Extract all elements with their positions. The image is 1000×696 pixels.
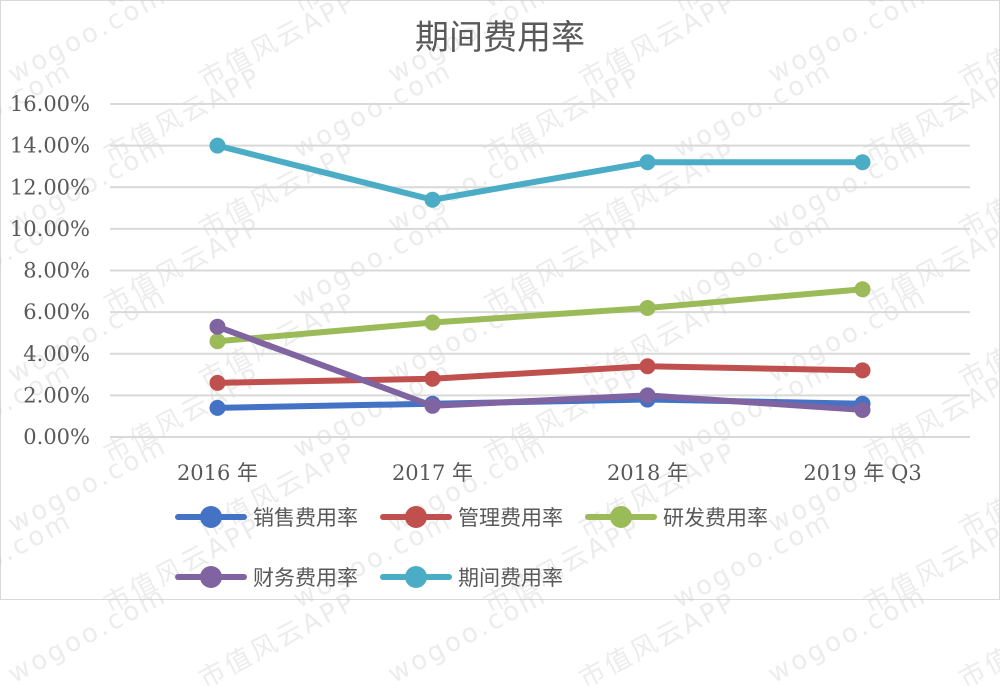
series-line	[214, 286, 866, 345]
data-point-marker	[854, 362, 871, 379]
data-point-marker	[854, 281, 871, 298]
data-point-marker	[639, 154, 656, 171]
legend-item: 财务费用率	[175, 563, 358, 591]
x-tick-label: 2019 年 Q3	[803, 461, 921, 485]
y-tick-label: 16.00%	[10, 92, 90, 116]
data-point-marker	[209, 374, 226, 391]
x-tick-label: 2017 年	[392, 461, 473, 485]
data-point-marker	[639, 358, 656, 375]
y-axis-ticks: 0.00% 2.00% 4.00% 6.00% 8.00% 10.00% 12.00% 14.…	[10, 92, 90, 449]
chart-title: 期间费用率	[415, 18, 585, 58]
legend-line-marker-icon	[380, 563, 452, 591]
y-tick-label: 14.00%	[10, 134, 90, 158]
y-tick-label: 4.00%	[23, 342, 90, 366]
data-point-marker	[209, 318, 226, 335]
legend-item: 销售费用率	[175, 503, 358, 531]
y-tick-label: 8.00%	[23, 259, 90, 283]
data-point-marker	[209, 137, 226, 154]
legend-label: 管理费用率	[458, 506, 563, 530]
series-2	[209, 281, 871, 350]
plot-area: 0.00% 2.00% 4.00% 6.00% 8.00% 10.00% 12.00% 14.…	[10, 92, 970, 485]
y-tick-label: 12.00%	[10, 175, 90, 199]
x-tick-label: 2016 年	[177, 461, 258, 485]
legend-label: 期间费用率	[458, 566, 563, 590]
data-point-marker	[854, 401, 871, 418]
legend-item: 管理费用率	[380, 503, 563, 531]
legend-label: 销售费用率	[253, 506, 358, 530]
y-tick-label: 0.00%	[23, 425, 90, 449]
legend-line-marker-icon	[380, 503, 452, 531]
y-tick-label: 2.00%	[23, 383, 90, 407]
legend-line-marker-icon	[175, 563, 247, 591]
series-line	[214, 323, 866, 413]
legend-label: 财务费用率	[253, 566, 358, 590]
series-3	[209, 318, 871, 418]
y-tick-label: 6.00%	[23, 300, 90, 324]
data-point-marker	[424, 397, 441, 414]
series-line	[214, 363, 866, 386]
data-point-marker	[854, 154, 871, 171]
series-lines	[209, 137, 871, 418]
data-point-marker	[424, 314, 441, 331]
gridlines	[110, 103, 970, 438]
data-point-marker	[424, 370, 441, 387]
legend-line-marker-icon	[175, 503, 247, 531]
x-axis-ticks: 2016 年 2017 年 2018 年 2019 年 Q3	[177, 461, 922, 485]
y-tick-label: 10.00%	[10, 217, 90, 241]
legend-label: 研发费用率	[663, 506, 768, 530]
data-point-marker	[639, 387, 656, 404]
legend-line-marker-icon	[585, 503, 657, 531]
data-point-marker	[639, 299, 656, 316]
legend-item: 研发费用率	[585, 503, 768, 531]
legend-item: 期间费用率	[380, 563, 563, 591]
series-4	[209, 137, 871, 208]
data-point-marker	[209, 399, 226, 416]
series-1	[209, 358, 871, 391]
x-tick-label: 2018 年	[607, 461, 688, 485]
data-point-marker	[424, 191, 441, 208]
series-line	[214, 142, 866, 203]
chart-frame	[0, 0, 1000, 600]
legend: 销售费用率 管理费用率 研发费用率财务费用率 期间费用率	[175, 503, 855, 591]
data-point-marker	[209, 333, 226, 350]
